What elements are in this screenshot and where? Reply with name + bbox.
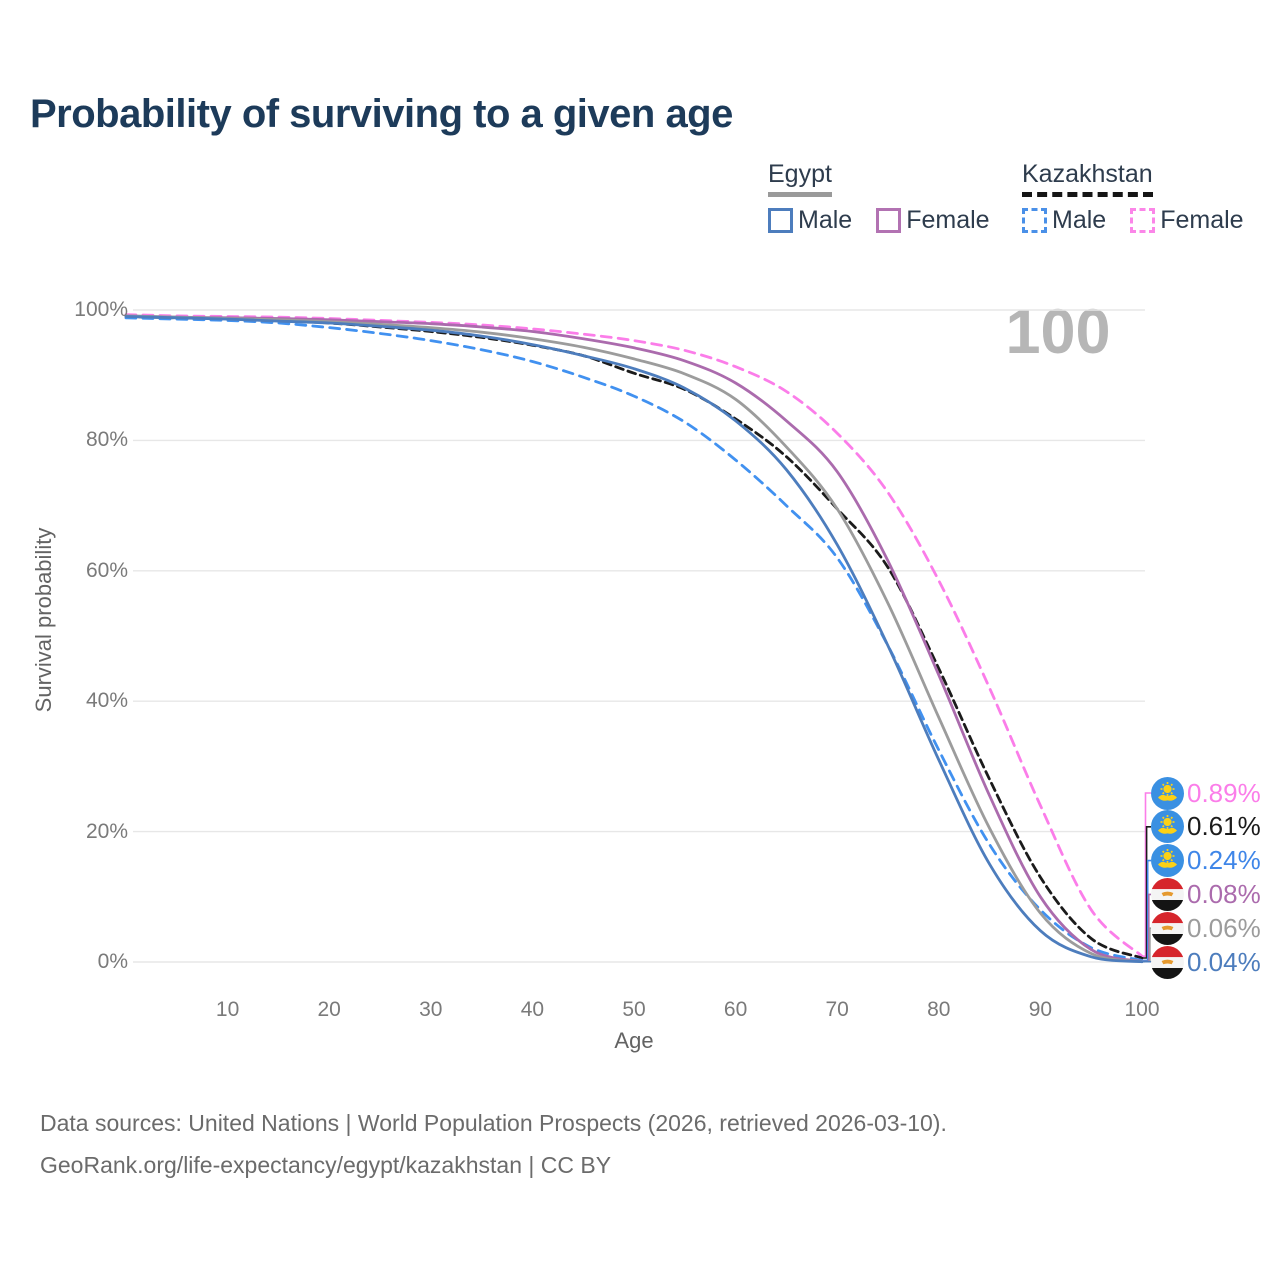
kazakhstan-dashed-line-sample-icon	[1022, 192, 1153, 197]
footer: Data sources: United Nations | World Pop…	[40, 1102, 947, 1186]
end-label-leader-kazakhstan-both-sexes	[1142, 826, 1151, 959]
end-label-value: 0.08%	[1187, 878, 1261, 909]
end-label-kazakhstan-male: 0.24%	[1151, 844, 1261, 878]
series-line-kazakhstan-male	[124, 316, 1144, 962]
legend-item-label-egypt-male: Male	[798, 206, 853, 234]
legend-item-label-kazakhstan-female: Female	[1160, 206, 1244, 234]
legend-group-kazakhstan: Kazakhstan Male Female	[1022, 160, 1244, 235]
end-label-value: 0.89%	[1187, 777, 1261, 808]
x-tick-90: 90	[1028, 998, 1053, 1021]
end-label-value: 0.04%	[1187, 946, 1261, 977]
y-tick-80: 80%	[85, 428, 128, 452]
end-label-value: 0.06%	[1187, 912, 1261, 943]
x-tick-60: 60	[723, 998, 748, 1021]
chart-title: Probability of surviving to a given age	[30, 92, 733, 136]
x-tick-70: 70	[825, 998, 849, 1021]
x-axis-title: Age	[614, 1028, 654, 1053]
end-label-value: 0.61%	[1187, 811, 1261, 842]
x-tick-20: 20	[317, 998, 341, 1021]
legend-item-kazakhstan-male[interactable]: Male	[1022, 206, 1106, 235]
end-label-egypt-male: 0.04%	[1151, 945, 1261, 979]
kazakhstan-male-swatch-icon	[1022, 208, 1047, 233]
y-tick-20: 20%	[85, 819, 128, 843]
y-tick-40: 40%	[85, 689, 128, 713]
legend-item-kazakhstan-female[interactable]: Female	[1130, 206, 1244, 235]
x-tick-100: 100	[1124, 998, 1160, 1021]
legend-group-egypt: Egypt Male Female	[768, 160, 990, 235]
kazakhstan-flag-icon	[1151, 844, 1184, 878]
footer-url-license: GeoRank.org/life-expectancy/egypt/kazakh…	[40, 1152, 612, 1178]
egypt-female-swatch-icon	[876, 208, 902, 233]
egypt-male-swatch-icon	[768, 208, 793, 233]
kazakhstan-flag-icon	[1151, 810, 1184, 844]
legend-group-title-egypt: Egypt	[768, 160, 832, 188]
egypt-flag-icon	[1151, 877, 1184, 911]
end-label-value: 0.24%	[1187, 845, 1261, 876]
y-axis-title: Survival probability	[31, 527, 56, 713]
y-tick-0: 0%	[97, 950, 128, 973]
egypt-flag-icon	[1151, 911, 1184, 945]
x-tick-80: 80	[927, 998, 951, 1021]
x-tick-30: 30	[419, 998, 443, 1021]
end-label-kazakhstan-female: 0.89%	[1151, 776, 1261, 810]
legend-group-head-kazakhstan[interactable]: Kazakhstan	[1022, 160, 1153, 197]
age-watermark: 100	[1005, 297, 1111, 367]
legend-item-label-egypt-female: Female	[906, 206, 990, 234]
end-label-egypt-both-sexes: 0.06%	[1151, 911, 1261, 945]
legend-item-label-kazakhstan-male: Male	[1052, 206, 1107, 234]
kazakhstan-female-swatch-icon	[1130, 208, 1156, 233]
footer-data-sources: Data sources: United Nations | World Pop…	[40, 1110, 947, 1136]
legend-group-head-egypt[interactable]: Egypt	[768, 160, 832, 197]
legend-items-egypt: Male Female	[768, 206, 990, 235]
x-tick-50: 50	[622, 998, 646, 1021]
legend-items-kazakhstan: Male Female	[1022, 206, 1244, 235]
egypt-flag-icon	[1151, 945, 1184, 979]
end-label-leader-kazakhstan-male	[1142, 859, 1151, 962]
y-tick-60: 60%	[85, 558, 128, 582]
end-label-kazakhstan-both-sexes: 0.61%	[1151, 810, 1261, 844]
legend-group-title-kazakhstan: Kazakhstan	[1022, 160, 1153, 188]
series-line-kazakhstan-female	[124, 313, 1144, 958]
kazakhstan-flag-icon	[1151, 776, 1184, 810]
x-tick-40: 40	[520, 998, 545, 1021]
legend-item-egypt-male[interactable]: Male	[768, 206, 852, 235]
end-label-egypt-female: 0.08%	[1151, 877, 1261, 911]
legend-item-egypt-female[interactable]: Female	[876, 206, 990, 235]
end-label-leader-kazakhstan-female	[1142, 792, 1151, 957]
y-tick-100: 100%	[74, 298, 128, 321]
x-tick-10: 10	[215, 998, 240, 1021]
egypt-solid-line-sample-icon	[768, 192, 832, 197]
series-line-egypt-male	[124, 315, 1144, 964]
series-line-egypt-female	[124, 314, 1144, 963]
